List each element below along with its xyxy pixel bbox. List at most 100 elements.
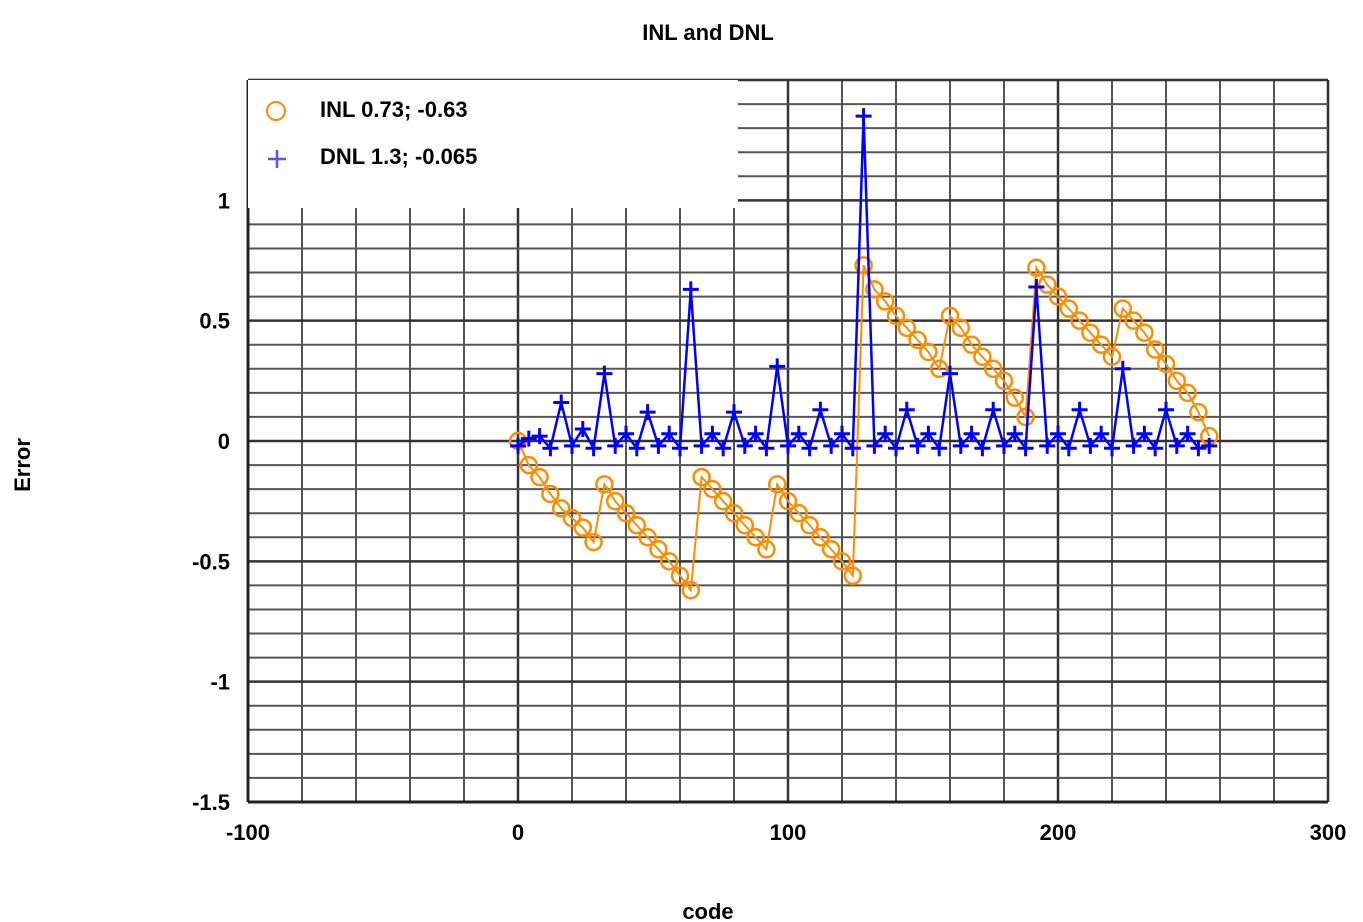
dnl-point — [758, 440, 775, 457]
dnl-point — [564, 437, 580, 454]
inl-point — [994, 371, 1014, 391]
dnl-point — [1039, 437, 1056, 454]
inl-point — [1016, 407, 1035, 427]
inl-point — [1091, 335, 1111, 354]
dnl-point — [704, 425, 721, 442]
dnl-point — [790, 425, 807, 442]
legend-dnl-marker — [268, 150, 286, 168]
inl-point — [551, 499, 571, 518]
inl-point — [562, 508, 582, 528]
inl-point — [832, 552, 852, 571]
inl-point — [519, 455, 539, 475]
inl-point — [605, 491, 625, 511]
dnl-point — [618, 425, 634, 442]
dnl-point — [715, 440, 732, 457]
dnl-point — [909, 437, 926, 454]
y-tick-label: 0 — [218, 429, 230, 454]
dnl-point — [769, 358, 786, 375]
inl-point — [811, 528, 830, 547]
dnl-point — [650, 437, 667, 454]
dnl-point — [812, 401, 829, 418]
dnl-point — [585, 440, 602, 457]
inl-point — [1167, 371, 1187, 391]
dnl-point — [801, 440, 818, 457]
inl-point — [1113, 299, 1133, 318]
inl-point — [530, 467, 549, 487]
dnl-point — [1114, 360, 1131, 377]
x-tick-label: 300 — [1310, 820, 1347, 845]
inl-point — [843, 566, 863, 586]
dnl-point — [693, 437, 710, 454]
inl-point — [703, 479, 722, 499]
inl-point — [757, 540, 776, 559]
inl-point — [973, 347, 992, 367]
legend: INL 0.73; -0.63 DNL 1.3; -0.065 — [266, 97, 477, 169]
inl-point — [1135, 323, 1154, 342]
dnl-point — [672, 440, 688, 457]
inl-point — [1145, 340, 1165, 359]
inl-point — [649, 540, 668, 559]
dnl-point — [661, 425, 678, 442]
inl-point — [659, 552, 679, 571]
inl-point — [1189, 402, 1208, 422]
dnl-point — [920, 425, 937, 442]
plot-area — [508, 108, 1219, 600]
inl-point — [681, 580, 701, 600]
dnl-point — [1168, 437, 1185, 454]
inl-point — [1081, 323, 1100, 342]
inl-point — [919, 342, 938, 362]
dnl-point — [996, 437, 1012, 454]
dnl-point — [942, 365, 958, 382]
inl-point — [692, 467, 711, 487]
dnl-point — [1050, 425, 1066, 442]
x-tick-label: 0 — [512, 820, 524, 845]
inl-point — [865, 280, 884, 299]
inl-point — [1102, 347, 1122, 367]
dnl-point — [531, 428, 548, 445]
inl-point — [1059, 299, 1079, 318]
dnl-point — [1060, 440, 1077, 457]
dnl-point — [726, 404, 742, 421]
dnl-point — [1158, 401, 1174, 418]
inl-point — [1156, 354, 1176, 374]
inl-point — [616, 503, 636, 523]
dnl-point — [952, 437, 969, 454]
dnl-point — [1028, 278, 1045, 295]
dnl-point — [974, 440, 991, 457]
inl-point — [1027, 258, 1046, 277]
inl-point — [1124, 311, 1143, 330]
inl-point — [821, 540, 841, 559]
dnl-point — [931, 440, 948, 457]
x-tick-label: 100 — [770, 820, 807, 845]
inl-point — [800, 515, 819, 535]
inl-point — [1178, 383, 1197, 403]
inl-point — [638, 528, 657, 547]
dnl-point — [1147, 440, 1164, 457]
inl-point — [908, 330, 927, 350]
dnl-point — [1071, 401, 1088, 418]
dnl-point — [877, 425, 894, 442]
dnl-point — [574, 420, 591, 437]
inl-point — [767, 475, 787, 494]
dnl-point — [866, 437, 883, 454]
dnl-point — [844, 440, 861, 457]
dnl-point — [639, 404, 656, 421]
dnl-point — [553, 394, 570, 411]
y-tick-label: -1 — [210, 670, 230, 695]
dnl-point — [1190, 440, 1207, 457]
dnl-point — [542, 440, 559, 457]
dnl-point — [1179, 425, 1196, 442]
dnl-point — [963, 425, 980, 442]
dnl-point — [1017, 440, 1034, 457]
inl-point — [962, 335, 981, 354]
dnl-point — [682, 281, 699, 298]
legend-inl-marker — [266, 101, 286, 121]
dnl-point — [747, 425, 764, 442]
dnl-point — [607, 437, 624, 454]
x-tick-label: -100 — [226, 820, 270, 845]
dnl-point — [1136, 425, 1153, 442]
dnl-point — [1006, 425, 1023, 442]
inl-point — [1048, 287, 1068, 306]
dnl-point — [1104, 440, 1120, 457]
